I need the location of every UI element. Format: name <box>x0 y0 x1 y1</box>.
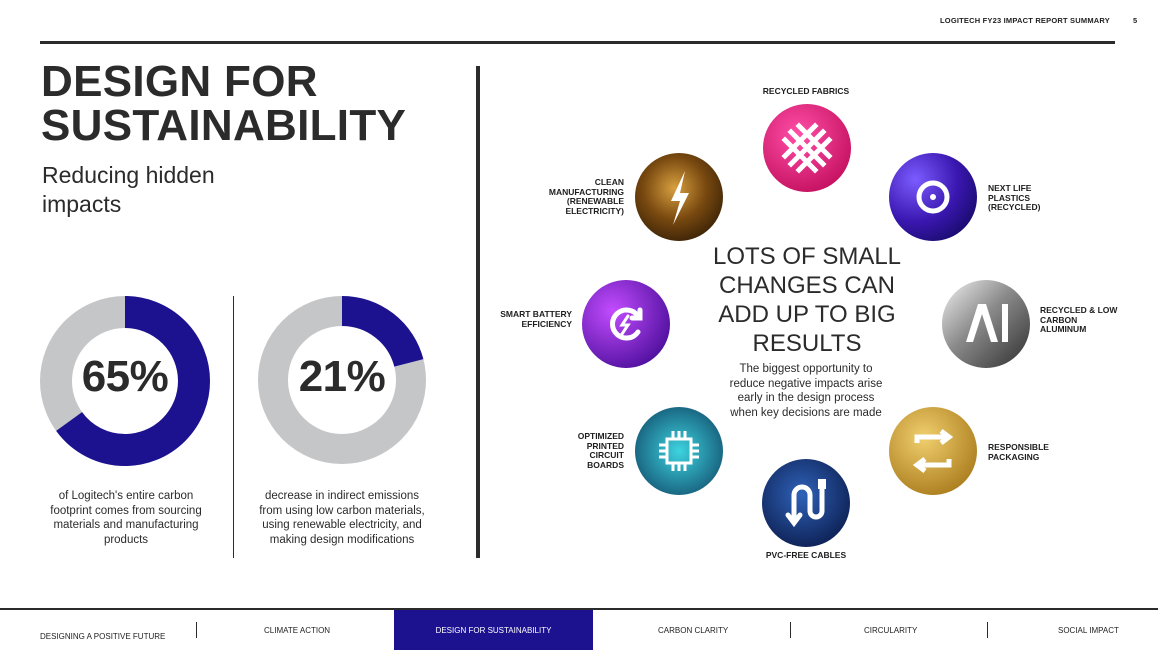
clean-manufacturing-circle <box>635 153 723 241</box>
circle-label-next-life-plastics: NEXT LIFE PLASTICS (RECYCLED) <box>988 183 1041 212</box>
page-number: 5 <box>1133 16 1138 25</box>
circle-label-pvc-free-cables: PVC-FREE CABLES <box>765 550 847 560</box>
responsible-packaging-circle <box>889 407 977 495</box>
lightning-bolt-icon <box>671 171 689 225</box>
column-divider <box>476 66 480 558</box>
stat-divider <box>233 296 234 558</box>
nav-separator <box>987 622 988 638</box>
smart-battery-circle <box>582 280 670 368</box>
page-title: DESIGN FOR SUSTAINABILITY <box>41 57 407 150</box>
woven-fabric-icon <box>781 122 833 174</box>
circle-label-aluminum: RECYCLED & LOW CARBON ALUMINUM <box>1040 305 1118 334</box>
nav-item-designing-a-positive-future[interactable]: DESIGNING A POSITIVE FUTURE <box>40 631 166 641</box>
nav-item-social-impact[interactable]: SOCIAL IMPACT <box>1058 625 1119 635</box>
section-nav: DESIGNING A POSITIVE FUTURE CLIMATE ACTI… <box>0 610 1158 650</box>
nav-item-climate-action[interactable]: CLIMATE ACTION <box>264 625 331 635</box>
recycle-loop-icon <box>916 180 950 214</box>
battery-charge-icon <box>610 307 643 341</box>
pvc-free-cables-circle <box>762 459 850 547</box>
top-divider <box>40 41 1115 44</box>
nav-separator <box>790 622 791 638</box>
circle-label-clean-manufacturing: CLEAN MANUFACTURING (RENEWABLE ELECTRICI… <box>548 177 624 216</box>
center-body-text: The biggest opportunity to reduce negati… <box>729 363 883 419</box>
circle-label-responsible-packaging: RESPONSIBLE PACKAGING <box>988 442 1049 462</box>
report-title: LOGITECH FY23 IMPACT REPORT SUMMARY <box>940 16 1110 25</box>
recycled-fabrics-circle <box>763 104 851 192</box>
center-heading: LOTS OF SMALL CHANGES CAN ADD UP TO BIG … <box>712 243 902 357</box>
optimized-pcb-circle <box>635 407 723 495</box>
stat-description: of Logitech's entire carbon footprint co… <box>50 490 202 546</box>
aluminum-circle <box>942 280 1030 368</box>
next-life-plastics-circle <box>889 153 977 241</box>
footer-divider <box>0 608 1158 610</box>
packaging-cycle-icon <box>912 429 954 473</box>
page-subtitle: Reducing hidden impacts <box>42 162 215 217</box>
donut-progress-arc <box>40 296 210 466</box>
aluminum-al-icon <box>966 304 1008 342</box>
donut-chart-65: 65% <box>40 296 210 466</box>
cable-icon <box>785 479 826 528</box>
donut-chart-21: 21% <box>258 296 426 464</box>
donut-progress-arc <box>258 296 426 464</box>
circle-label-recycled-fabrics: RECYCLED FABRICS <box>762 86 850 96</box>
circle-label-smart-battery: SMART BATTERY EFFICIENCY <box>500 309 572 329</box>
nav-separator <box>196 622 197 638</box>
stat-description: decrease in indirect emissions from usin… <box>259 490 425 546</box>
nav-item-carbon-clarity[interactable]: CARBON CLARITY <box>658 625 729 635</box>
circuit-chip-icon <box>659 431 699 471</box>
stat-value: 65% <box>81 352 169 401</box>
stat-value: 21% <box>298 352 386 401</box>
nav-item-design-for-sustainability[interactable]: DESIGN FOR SUSTAINABILITY <box>394 610 593 650</box>
circle-label-pcb: OPTIMIZED PRINTED CIRCUIT BOARDS <box>577 431 624 470</box>
nav-item-circularity[interactable]: CIRCULARITY <box>864 625 918 635</box>
